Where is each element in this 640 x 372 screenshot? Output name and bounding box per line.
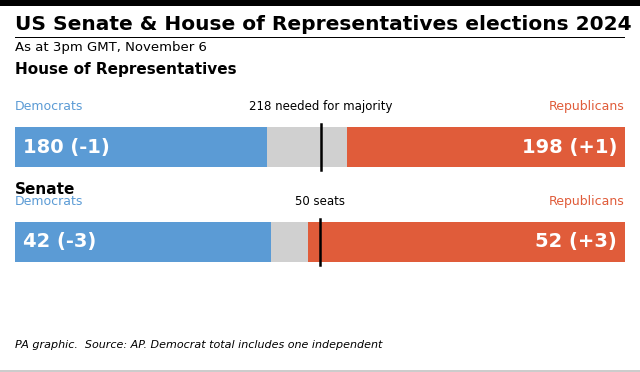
Text: Republicans: Republicans bbox=[549, 100, 625, 113]
Text: Senate: Senate bbox=[15, 182, 76, 197]
Bar bbox=[0, 0, 640, 6]
Bar bbox=[308, 222, 625, 262]
Text: 198 (+1): 198 (+1) bbox=[522, 138, 617, 157]
Text: US Senate & House of Representatives elections 2024: US Senate & House of Representatives ele… bbox=[15, 15, 632, 34]
Text: As at 3pm GMT, November 6: As at 3pm GMT, November 6 bbox=[15, 41, 207, 54]
Text: Democrats: Democrats bbox=[15, 195, 83, 208]
Text: 218 needed for majority: 218 needed for majority bbox=[249, 100, 392, 113]
Bar bbox=[271, 222, 308, 262]
Text: 42 (-3): 42 (-3) bbox=[23, 232, 96, 251]
Text: PA graphic.  Source: AP. Democrat total includes one independent: PA graphic. Source: AP. Democrat total i… bbox=[15, 340, 382, 350]
Text: Democrats: Democrats bbox=[15, 100, 83, 113]
Bar bbox=[348, 127, 625, 167]
Bar bbox=[15, 37, 625, 38]
Text: Republicans: Republicans bbox=[549, 195, 625, 208]
Text: House of Representatives: House of Representatives bbox=[15, 62, 237, 77]
Bar bbox=[0, 370, 640, 372]
Bar bbox=[268, 127, 348, 167]
Text: 180 (-1): 180 (-1) bbox=[23, 138, 109, 157]
Text: 50 seats: 50 seats bbox=[295, 195, 345, 208]
Bar bbox=[15, 127, 268, 167]
Text: 52 (+3): 52 (+3) bbox=[535, 232, 617, 251]
Bar bbox=[15, 222, 271, 262]
